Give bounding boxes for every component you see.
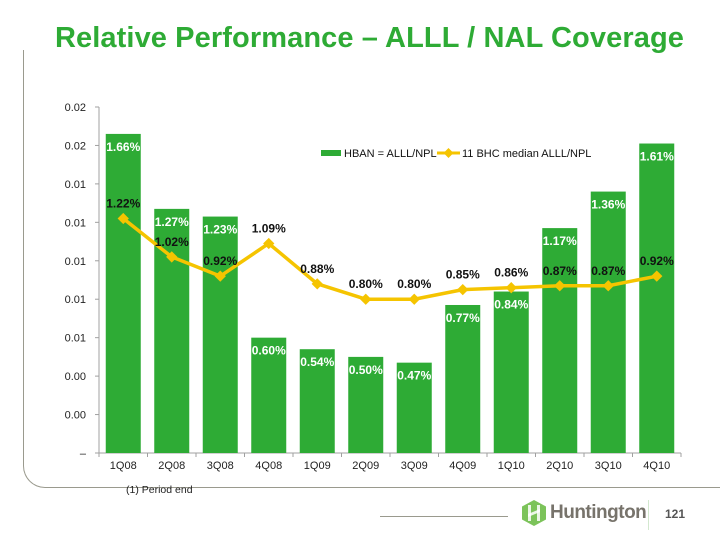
footnote: (1) Period end: [126, 484, 193, 496]
x-tick-label: 2Q09: [352, 460, 379, 472]
y-tick-label: –: [80, 448, 87, 460]
footer-separator: [648, 500, 649, 530]
x-tick-label: 1Q09: [304, 460, 331, 472]
x-tick-label: 4Q10: [643, 460, 670, 472]
bar-data-label: 1.17%: [543, 234, 577, 248]
x-tick-label: 1Q08: [110, 460, 137, 472]
bar: [590, 191, 626, 454]
y-tick-label: 0.01: [65, 333, 86, 345]
line-data-label: 1.02%: [155, 235, 189, 249]
bar: [493, 291, 529, 453]
line-marker: [602, 280, 614, 292]
x-tick-label: 2Q10: [546, 460, 573, 472]
bar: [202, 216, 238, 453]
line-data-label: 1.22%: [106, 196, 140, 210]
bar: [348, 356, 384, 453]
bar: [105, 133, 141, 453]
y-tick-label: 0.01: [65, 294, 86, 306]
line-marker: [166, 251, 178, 263]
y-tick-label: 0.01: [65, 179, 86, 191]
legend-label-line: 11 BHC median ALLL/NPL: [462, 148, 591, 160]
x-axis: 1Q08 2Q08 3Q08 4Q08 1Q09 2Q09 3Q09 4Q09 1Q10 2Q10…: [98, 452, 682, 472]
bar-data-label: 1.61%: [640, 150, 674, 164]
line-marker: [311, 278, 323, 290]
line-data-label: 0.80%: [397, 277, 431, 291]
x-tick-label: 3Q09: [401, 460, 428, 472]
bar: [445, 304, 481, 453]
line-data-label: 0.85%: [446, 268, 480, 282]
line-marker: [554, 280, 566, 292]
legend-label-bar: HBAN = ALLL/NPL: [344, 148, 437, 160]
brand-name: Huntington: [550, 502, 647, 523]
legend-swatch-bar: [321, 150, 341, 156]
line-marker: [457, 283, 469, 296]
line-marker: [263, 237, 275, 250]
bar-series: [105, 133, 675, 454]
page-number: 121: [665, 507, 686, 521]
huntington-logo: Huntington: [522, 500, 647, 526]
y-tick-label: 0.01: [65, 256, 86, 268]
line-data-label: 0.80%: [349, 277, 383, 291]
line-path: [122, 217, 658, 301]
legend-marker-line: [443, 148, 454, 158]
line-data-label: 1.09%: [252, 221, 286, 235]
line-data-label: 0.87%: [591, 264, 625, 278]
bar-data-label: 1.36%: [591, 198, 625, 212]
bar: [299, 349, 335, 453]
bar-data-label: 0.60%: [252, 344, 286, 358]
bar-data-label: 1.23%: [203, 223, 237, 237]
slide-frame: [23, 50, 720, 488]
y-tick-label: 0.00: [65, 410, 86, 422]
bar-data-label: 0.50%: [349, 363, 383, 377]
huntington-logo-icon: [522, 500, 546, 526]
bar: [396, 362, 432, 453]
y-tick-label: 0.00: [65, 371, 86, 383]
line-data-label: 0.92%: [203, 254, 237, 268]
bar-data-label: 0.77%: [446, 311, 480, 325]
slide-title: Relative Performance – ALLL / NAL Covera…: [55, 22, 684, 54]
line-data-label: 0.88%: [300, 262, 334, 276]
line-marker: [651, 270, 663, 282]
legend: HBAN = ALLL/NPL 11 BHC median ALLL/NPL: [321, 148, 591, 160]
y-tick-label: 0.02: [65, 102, 86, 114]
bar-data-label: 0.84%: [494, 298, 528, 312]
x-tick-label: 4Q09: [449, 460, 476, 472]
bar-data-label: 0.47%: [397, 369, 431, 383]
line-series: [117, 212, 663, 305]
x-tick-label: 2Q08: [158, 460, 185, 472]
line-marker: [408, 293, 420, 305]
footer-divider: [380, 516, 508, 517]
line-marker: [505, 282, 517, 294]
bar: [251, 337, 287, 453]
line-marker: [360, 293, 372, 305]
bar: [639, 143, 675, 453]
x-tick-label: 4Q08: [255, 460, 282, 472]
line-data-label: 0.92%: [640, 254, 674, 268]
bar: [542, 228, 578, 453]
x-tick-label: 3Q10: [595, 460, 622, 472]
bar-data-label: 0.54%: [300, 355, 334, 369]
data-labels: 1.66% 1.27% 1.23% 0.60% 0.54% 0.50% 0.47% 0.77%…: [106, 140, 674, 383]
x-tick-label: 3Q08: [207, 460, 234, 472]
y-axis: – 0.00 0.00 0.01 0.01 0.01 0.01 0.01 0.02 0.02: [65, 102, 100, 460]
bar-data-label: 1.27%: [155, 215, 189, 229]
y-tick-label: 0.01: [65, 217, 86, 229]
y-tick-label: 0.02: [65, 140, 86, 152]
x-tick-label: 1Q10: [498, 460, 525, 472]
line-data-label: 0.86%: [494, 266, 528, 280]
line-marker: [214, 270, 226, 282]
bar-data-label: 1.66%: [106, 140, 140, 154]
line-data-label: 0.87%: [543, 264, 577, 278]
